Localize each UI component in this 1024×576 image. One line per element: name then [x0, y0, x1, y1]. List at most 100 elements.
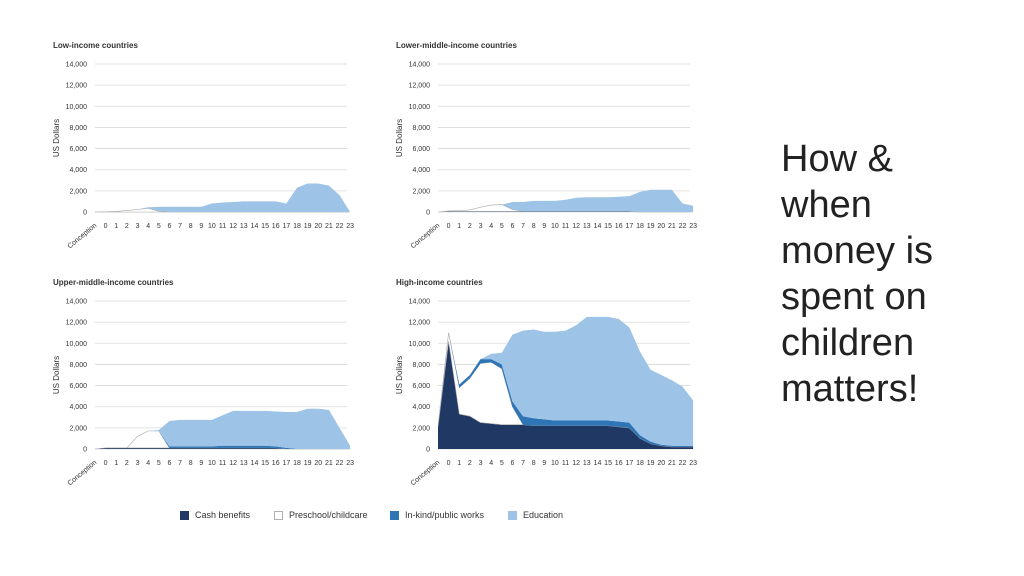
x-tick-label: 6 — [510, 460, 514, 467]
x-tick-label: 14 — [594, 223, 602, 230]
x-tick-label: Conception — [67, 222, 99, 250]
y-tick-label: 8,000 — [69, 362, 87, 369]
x-tick-label: 13 — [240, 223, 248, 230]
x-tick-label: 15 — [604, 223, 612, 230]
x-tick-label: 5 — [157, 223, 161, 230]
x-tick-label: 10 — [551, 223, 559, 230]
x-tick-label: 19 — [647, 223, 655, 230]
x-tick-label: 16 — [272, 460, 280, 467]
x-tick-label: 10 — [208, 460, 216, 467]
x-tick-label: 22 — [679, 460, 687, 467]
x-tick-label: 4 — [146, 460, 150, 467]
y-tick-label: 14,000 — [66, 299, 88, 306]
chart-title: Lower-middle-income countries — [396, 41, 517, 50]
x-tick-label: 23 — [346, 460, 354, 467]
x-tick-label: 3 — [136, 223, 140, 230]
x-tick-label: 12 — [229, 223, 237, 230]
area-series-inkind-public-works — [438, 332, 694, 447]
x-tick-label: 1 — [457, 223, 461, 230]
y-tick-label: 14,000 — [409, 299, 431, 306]
legend-label: Cash benefits — [195, 510, 251, 520]
title-line: matters! — [781, 368, 919, 410]
x-tick-label: 17 — [625, 460, 633, 467]
slide-title: How & when money is spent on children ma… — [781, 136, 1001, 412]
x-tick-label: 18 — [636, 223, 644, 230]
x-tick-label: 1 — [457, 460, 461, 467]
y-tick-label: 6,000 — [412, 383, 430, 390]
y-tick-label: 0 — [426, 447, 430, 454]
y-tick-label: 12,000 — [66, 320, 88, 327]
x-tick-label: 8 — [532, 460, 536, 467]
title-line: How & — [781, 138, 893, 180]
x-tick-label: 12 — [572, 223, 580, 230]
y-axis-label: US Dollars — [52, 119, 61, 157]
area-series-cash-benefits — [438, 341, 694, 449]
x-tick-label: 11 — [219, 223, 226, 230]
x-tick-label: 6 — [167, 223, 171, 230]
x-tick-label: 11 — [562, 460, 569, 467]
x-tick-label: 15 — [604, 460, 612, 467]
x-tick-label: 20 — [314, 460, 322, 467]
y-tick-label: 6,000 — [69, 383, 87, 390]
x-tick-label: 2 — [468, 223, 472, 230]
y-tick-label: 8,000 — [69, 125, 87, 132]
x-tick-label: 2 — [125, 460, 129, 467]
x-tick-label: 4 — [146, 223, 150, 230]
x-tick-label: 7 — [521, 223, 525, 230]
legend-swatch — [508, 510, 517, 520]
x-tick-label: 16 — [615, 223, 623, 230]
legend-item-education: Education — [508, 510, 563, 520]
chart-panel: High-income countries 0 2,000 4,000 6,000 8,0… — [395, 278, 697, 487]
x-tick-label: 2 — [125, 223, 129, 230]
x-tick-label: 14 — [251, 223, 259, 230]
y-tick-label: 2,000 — [69, 188, 87, 195]
y-axis-label: US Dollars — [395, 356, 404, 394]
x-tick-label: 23 — [689, 460, 697, 467]
x-tick-label: 9 — [199, 460, 203, 467]
y-tick-label: 4,000 — [69, 167, 87, 174]
y-tick-label: 4,000 — [412, 404, 430, 411]
legend-item-preschool-childcare: Preschool/childcare — [274, 510, 368, 520]
x-tick-label: 22 — [679, 223, 687, 230]
legend-swatch — [180, 510, 189, 520]
x-tick-label: 0 — [104, 460, 108, 467]
x-tick-label: 8 — [189, 460, 193, 467]
legend-label: Education — [523, 510, 564, 520]
legend-label: In-kind/public works — [405, 510, 485, 520]
y-tick-label: 0 — [426, 210, 430, 217]
y-tick-label: 8,000 — [412, 362, 430, 369]
y-tick-label: 0 — [83, 210, 87, 217]
chart-title: Low-income countries — [53, 41, 138, 50]
area-series-education — [95, 408, 351, 449]
x-tick-label: 21 — [325, 460, 333, 467]
x-tick-label: 10 — [551, 460, 559, 467]
y-tick-label: 10,000 — [409, 104, 431, 111]
title-line: children — [781, 322, 915, 364]
x-tick-label: 10 — [208, 223, 216, 230]
y-tick-label: 10,000 — [66, 104, 88, 111]
y-axis-label: US Dollars — [395, 119, 404, 157]
legend-label: Preschool/childcare — [289, 510, 368, 520]
x-tick-label: 17 — [625, 223, 633, 230]
x-tick-label: 15 — [261, 223, 269, 230]
x-tick-label: 14 — [594, 460, 602, 467]
x-tick-label: 6 — [510, 223, 514, 230]
x-tick-label: 7 — [521, 460, 525, 467]
x-tick-label: 8 — [189, 223, 193, 230]
x-tick-label: 9 — [542, 460, 546, 467]
x-tick-label: 18 — [636, 460, 644, 467]
x-tick-label: 13 — [240, 460, 248, 467]
x-tick-label: 21 — [668, 223, 676, 230]
y-tick-label: 12,000 — [66, 83, 88, 90]
y-tick-label: 2,000 — [412, 188, 430, 195]
x-tick-label: 11 — [219, 460, 226, 467]
y-tick-label: 6,000 — [69, 146, 87, 153]
x-tick-label: 22 — [336, 460, 344, 467]
legend-item-inkind-public-works: In-kind/public works — [390, 510, 484, 520]
chart-panel: Lower-middle-income countries 0 2,000 4,000… — [395, 41, 697, 250]
area-series-education — [95, 183, 351, 212]
x-tick-label: 17 — [282, 460, 290, 467]
legend-item-cash-benefits: Cash benefits — [180, 510, 250, 520]
y-tick-label: 12,000 — [409, 320, 431, 327]
x-tick-label: 4 — [489, 460, 493, 467]
